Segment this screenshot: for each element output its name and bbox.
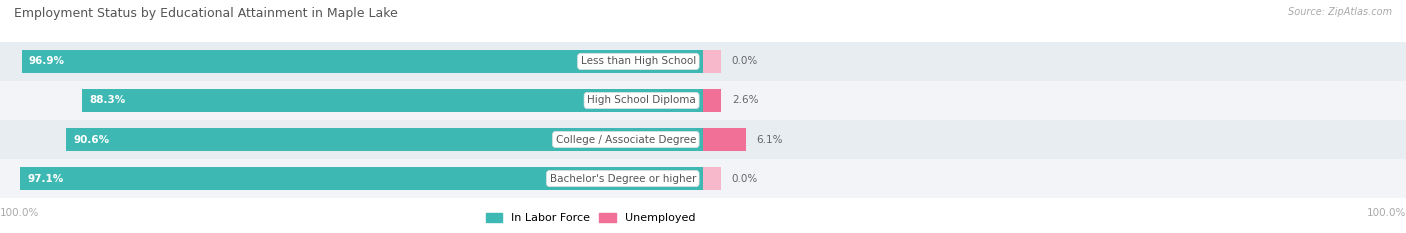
Bar [703, 81, 1406, 120]
Bar [703, 159, 1406, 198]
Bar [703, 42, 1406, 81]
Text: 96.9%: 96.9% [28, 56, 65, 66]
Bar [0, 120, 703, 159]
Text: Source: ZipAtlas.com: Source: ZipAtlas.com [1288, 7, 1392, 17]
Bar [83, 89, 703, 112]
Text: 100.0%: 100.0% [0, 208, 39, 218]
Bar [21, 50, 703, 73]
Text: High School Diploma: High School Diploma [588, 96, 696, 106]
Text: College / Associate Degree: College / Associate Degree [555, 134, 696, 144]
Text: 2.6%: 2.6% [731, 96, 758, 106]
Bar [0, 159, 703, 198]
Bar [66, 128, 703, 151]
Text: 100.0%: 100.0% [1367, 208, 1406, 218]
Bar [703, 89, 721, 112]
Bar [703, 50, 721, 73]
Text: 97.1%: 97.1% [28, 174, 63, 184]
Bar [703, 128, 747, 151]
Text: Bachelor's Degree or higher: Bachelor's Degree or higher [550, 174, 696, 184]
Text: 88.3%: 88.3% [90, 96, 125, 106]
Bar [21, 167, 703, 190]
Text: 0.0%: 0.0% [731, 174, 758, 184]
Text: 0.0%: 0.0% [731, 56, 758, 66]
Bar [0, 42, 703, 81]
Text: Employment Status by Educational Attainment in Maple Lake: Employment Status by Educational Attainm… [14, 7, 398, 20]
Legend: In Labor Force, Unemployed: In Labor Force, Unemployed [481, 208, 700, 227]
Bar [703, 120, 1406, 159]
Bar [0, 81, 703, 120]
Text: 6.1%: 6.1% [756, 134, 783, 144]
Bar [703, 167, 721, 190]
Text: 90.6%: 90.6% [73, 134, 110, 144]
Text: Less than High School: Less than High School [581, 56, 696, 66]
